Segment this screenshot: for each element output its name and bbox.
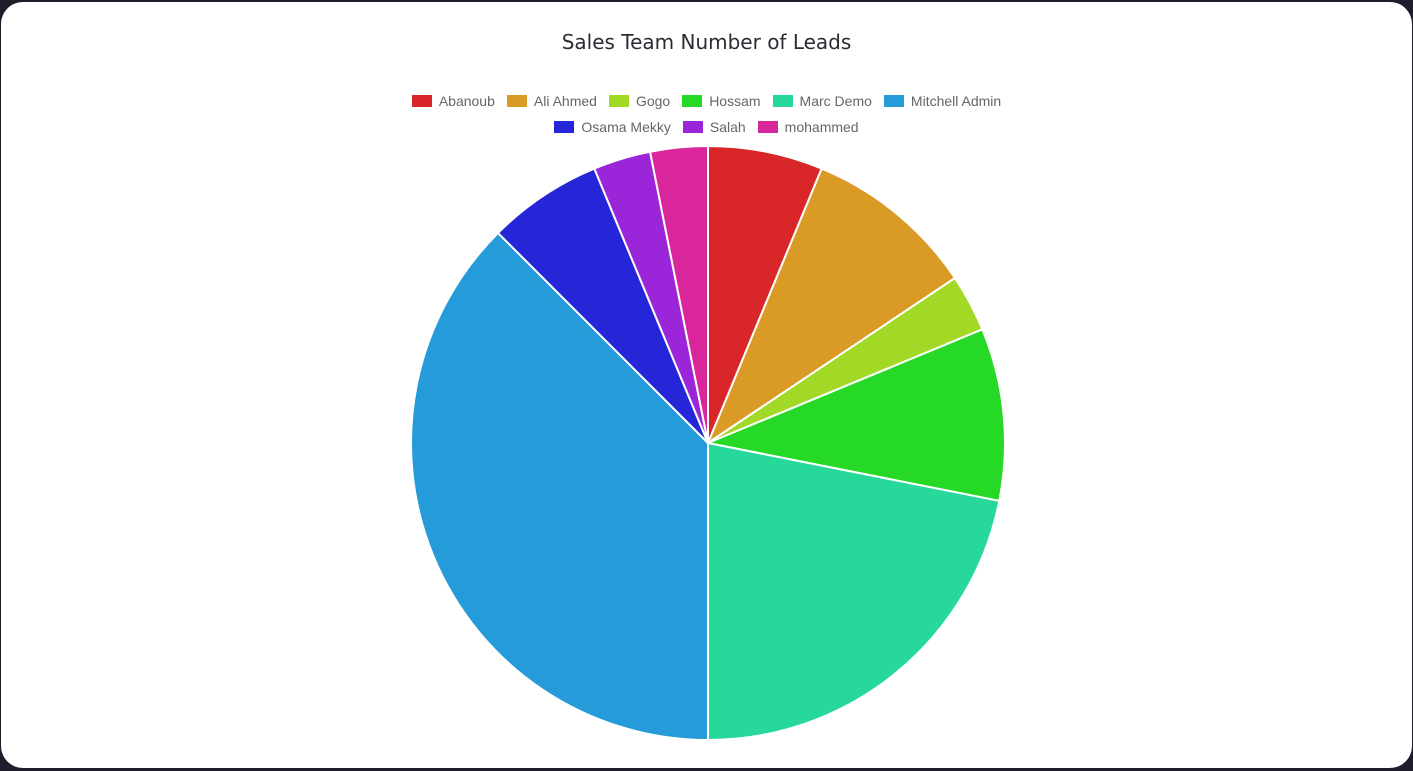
pie-chart — [1, 2, 1412, 768]
chart-card: Sales Team Number of Leads Abanoub Ali Ah… — [1, 2, 1412, 768]
